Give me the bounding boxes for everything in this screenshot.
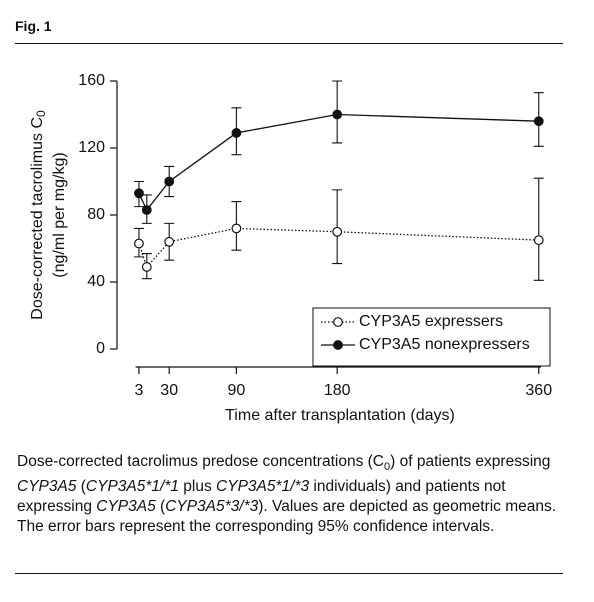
x-tick-label: 180 — [324, 382, 351, 399]
data-point — [231, 223, 242, 234]
legend-label: CYP3A5 expressers — [359, 313, 503, 330]
x-tick-label: 30 — [160, 382, 178, 399]
x-axis-label: Time after transplantation (days) — [225, 407, 455, 424]
y-tick-label: 40 — [87, 273, 105, 290]
caption-run: ( — [76, 478, 86, 496]
error-bar — [533, 177, 544, 281]
chart: Dose-corrected tacrolimus C0 (ng/ml per … — [29, 72, 552, 424]
y-axis-label-subscript: 0 — [34, 110, 48, 117]
y-tick-label: 120 — [78, 139, 105, 156]
data-point — [332, 109, 343, 120]
caption-run: ( — [155, 498, 166, 516]
caption-run: Dose-corrected tacrolimus predose concen… — [17, 453, 384, 470]
error-bar — [332, 189, 343, 265]
caption-run: ). Values are depicted as geometric mean… — [17, 498, 557, 536]
caption: Dose-corrected tacrolimus predose concen… — [17, 452, 562, 537]
caption-run: ) of patients expressing — [390, 453, 551, 470]
legend-label: CYP3A5 nonexpressers — [359, 336, 530, 353]
top-rule — [15, 43, 563, 44]
y-axis-label: Dose-corrected tacrolimus C0 — [29, 110, 48, 320]
y-tick-label: 160 — [78, 72, 105, 89]
x-tick-label: 3 — [135, 382, 144, 399]
legend-marker — [333, 340, 343, 350]
y-axis-label-text: Dose-corrected tacrolimus C — [29, 117, 46, 320]
data-point — [533, 235, 544, 246]
y-tick-label: 80 — [87, 206, 105, 223]
caption-run: individuals) and patients not expressing — [17, 478, 506, 516]
data-point — [164, 176, 175, 187]
data-point — [134, 188, 144, 199]
data-point — [134, 238, 144, 249]
caption-run: CYP3A5*1/*3 — [216, 478, 310, 496]
caption-run: 0 — [384, 461, 391, 474]
x-tick-label: 90 — [227, 382, 245, 399]
data-point — [141, 262, 152, 272]
figure-label: Fig. 1 — [15, 18, 52, 34]
data-point — [533, 116, 544, 127]
legend-marker — [333, 317, 343, 327]
legend-box — [312, 307, 551, 367]
data-point — [141, 205, 152, 215]
y-tick-label: 0 — [96, 340, 105, 357]
caption-run: plus — [178, 478, 217, 496]
caption-run: CYP3A5 — [17, 478, 77, 496]
series-line — [138, 113, 539, 212]
x-tick-label: 360 — [525, 382, 552, 399]
data-point — [231, 128, 242, 138]
data-point — [164, 236, 175, 247]
caption-run: CYP3A5*3/*3 — [165, 498, 259, 516]
caption-run: CYP3A5 — [96, 498, 156, 516]
y-axis-units: (ng/ml per mg/kg) — [51, 152, 68, 277]
bottom-rule — [15, 573, 563, 574]
caption-run: CYP3A5*1/*1 — [85, 478, 179, 496]
data-point — [332, 226, 343, 237]
